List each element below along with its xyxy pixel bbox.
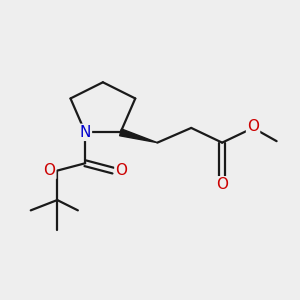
Text: O: O bbox=[43, 163, 55, 178]
Text: O: O bbox=[247, 119, 259, 134]
Text: N: N bbox=[80, 125, 91, 140]
Polygon shape bbox=[120, 129, 158, 142]
Text: O: O bbox=[116, 163, 128, 178]
Text: O: O bbox=[216, 177, 228, 192]
